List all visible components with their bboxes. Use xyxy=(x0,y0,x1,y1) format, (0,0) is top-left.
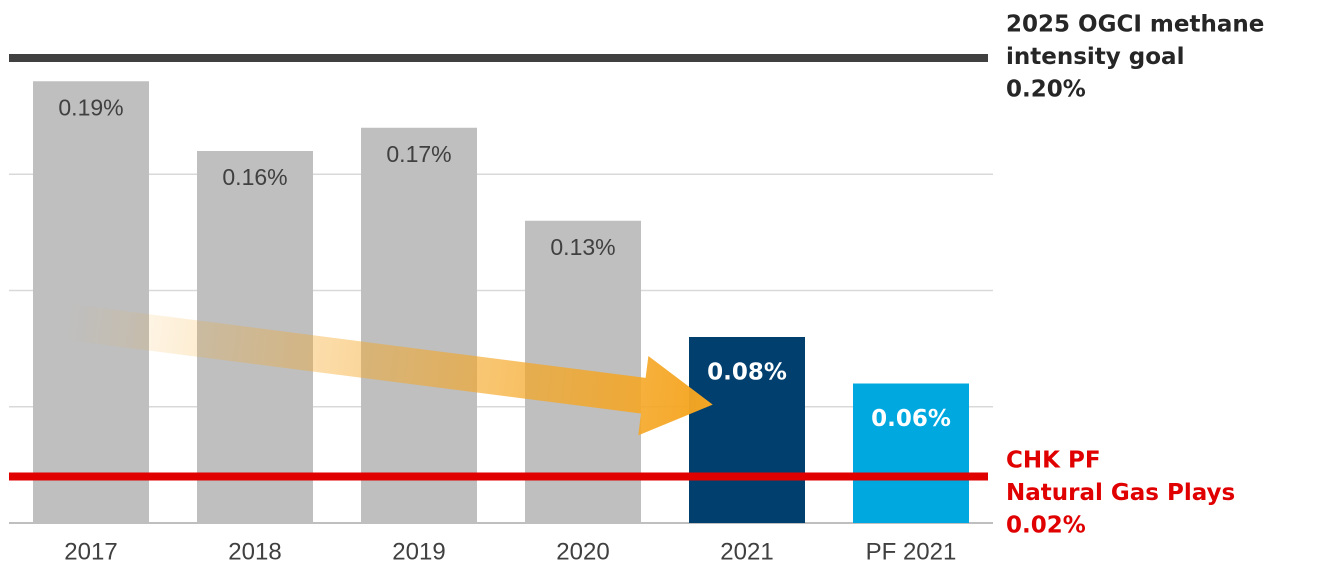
overlay: 2017 0.19% 2018 0.16% 2019 0.17% 2020 0.13% 2021… xyxy=(9,12,1264,565)
bar xyxy=(853,383,969,523)
bars xyxy=(33,81,969,523)
value-label: 0.17% xyxy=(386,141,451,167)
reference-value: 0.20% xyxy=(1006,77,1086,103)
x-tick-label: 2020 xyxy=(556,538,609,565)
x-tick-label: 2021 xyxy=(720,538,773,565)
value-label: 0.16% xyxy=(222,164,287,190)
trend-arrow xyxy=(65,304,713,436)
reference-label: intensity goal xyxy=(1006,44,1184,70)
grid xyxy=(9,173,993,524)
reference-value: 0.02% xyxy=(1006,513,1086,539)
value-label: 0.08% xyxy=(707,360,787,386)
value-label: 0.06% xyxy=(871,406,951,432)
x-tick-label: 2019 xyxy=(392,538,445,565)
bar xyxy=(361,127,477,523)
x-tick-label: PF 2021 xyxy=(866,538,957,565)
x-tick-label: 2017 xyxy=(64,538,117,565)
reference-label: Natural Gas Plays xyxy=(1006,480,1235,506)
x-tick-label: 2018 xyxy=(228,538,281,565)
bar xyxy=(689,337,805,523)
value-label: 0.19% xyxy=(58,94,123,120)
bar xyxy=(33,81,149,523)
reference-label: 2025 OGCI methane xyxy=(1006,12,1264,38)
value-label: 0.13% xyxy=(550,234,615,260)
reference-label: CHK PF xyxy=(1006,448,1101,474)
